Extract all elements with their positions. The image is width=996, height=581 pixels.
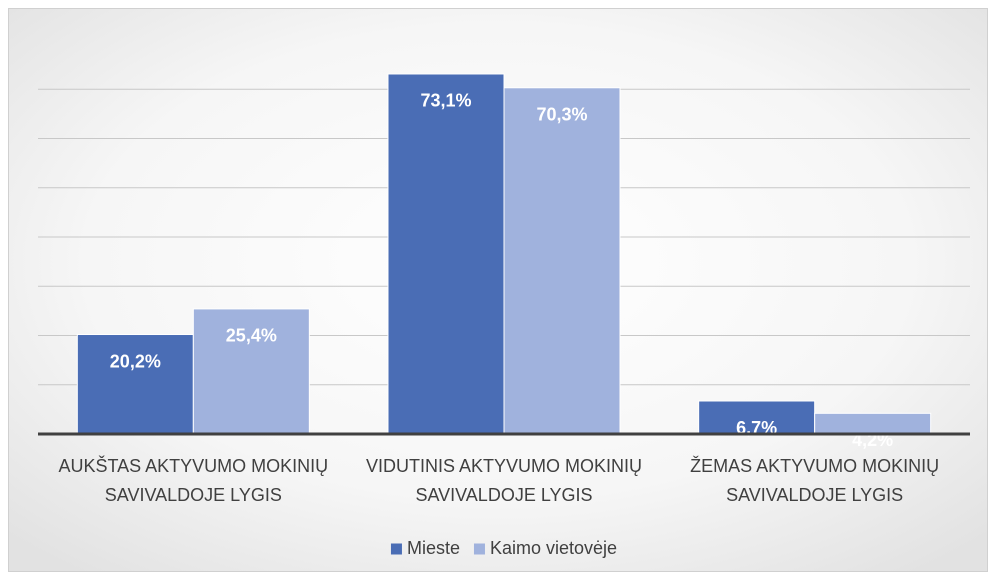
x-tick-label: ŽEMAS AKTYVUMO MOKINIŲ SAVIVALDOJE LYGIS bbox=[690, 456, 940, 505]
bar bbox=[192, 308, 310, 435]
data-label: 25,4% bbox=[226, 326, 277, 346]
legend-label: Kaimo vietovėje bbox=[490, 538, 617, 558]
legend-label: Mieste bbox=[407, 538, 460, 558]
legend-swatch bbox=[473, 543, 485, 555]
bar bbox=[76, 334, 194, 435]
data-label: 70,3% bbox=[536, 105, 587, 125]
data-label: 20,2% bbox=[110, 351, 161, 371]
bar bbox=[698, 400, 816, 435]
x-tick-label: VIDUTINIS AKTYVUMO MOKINIŲ SAVIVALDOJE L… bbox=[365, 456, 643, 505]
bar bbox=[387, 73, 505, 435]
bar bbox=[503, 87, 621, 435]
legend-swatch bbox=[390, 543, 402, 555]
x-tick-label: AUKŠTAS AKTYVUMO MOKINIŲ SAVIVALDOJE LYG… bbox=[58, 456, 329, 505]
data-label: 73,1% bbox=[420, 91, 471, 111]
